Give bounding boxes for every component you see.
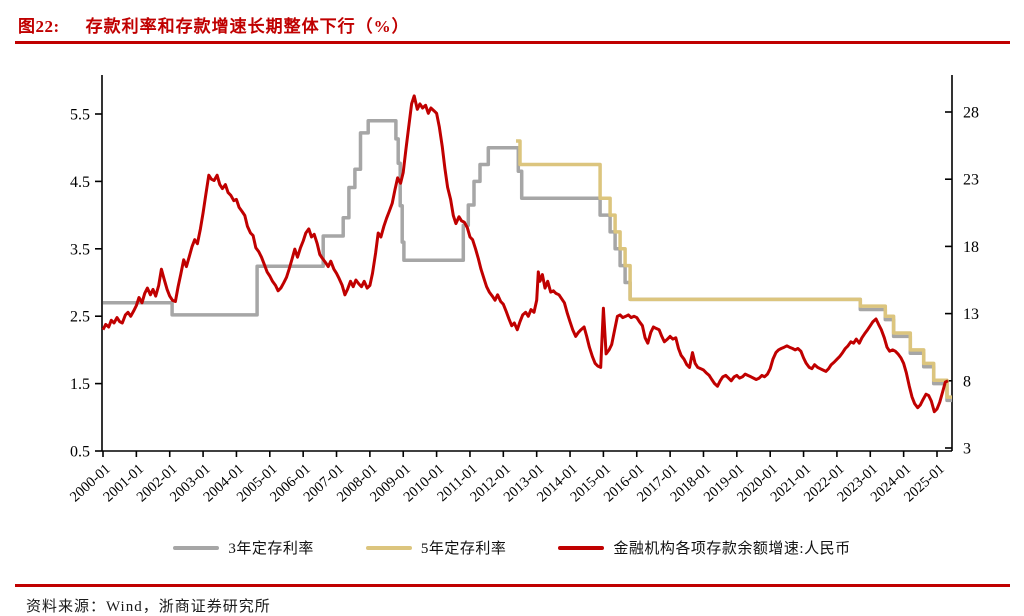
red-line-swatch-icon	[558, 545, 605, 550]
legend-item-deposit-growth: 金融机构各项存款余额增速:人民币	[558, 537, 850, 558]
legend-item-3y-rate: 3年定存利率	[173, 537, 314, 558]
legend-label: 5年定存利率	[420, 541, 507, 557]
right-axis-tick-label: 18	[963, 239, 979, 256]
left-axis-tick-label: 2.5	[70, 309, 90, 326]
footer-divider-rule	[15, 584, 1010, 587]
source-note: 资料来源：Wind，浙商证券研究所	[26, 599, 271, 615]
figure-number-label: 图22:	[18, 17, 60, 36]
left-axis-tick-label: 1.5	[70, 376, 90, 393]
figure-title: 存款利率和存款增速长期整体下行（%）	[85, 17, 410, 36]
left-axis-tick-label: 5.5	[70, 107, 90, 124]
yellow-line-swatch-icon	[365, 545, 412, 550]
chart-legend: 3年定存利率 5年定存利率 金融机构各项存款余额增速:人民币	[0, 537, 1024, 558]
left-axis-tick-label: 0.5	[70, 444, 90, 461]
right-axis-tick-label: 8	[963, 373, 971, 390]
right-axis-tick-label: 28	[963, 105, 979, 122]
legend-label: 3年定存利率	[228, 541, 314, 557]
legend-item-5y-rate: 5年定存利率	[365, 537, 507, 558]
series-line-2	[101, 94, 949, 414]
gray-line-swatch-icon	[173, 545, 220, 550]
left-axis-tick-label: 4.5	[70, 174, 90, 191]
series-line-0	[103, 118, 952, 403]
figure-header: 图22: 存款利率和存款增速长期整体下行（%）	[18, 12, 410, 37]
series-line-1	[516, 139, 952, 399]
right-axis-tick-label: 3	[963, 441, 971, 458]
right-axis-tick-label: 23	[963, 172, 979, 189]
left-axis-tick-label: 3.5	[70, 241, 90, 258]
title-divider-rule	[15, 41, 1010, 44]
right-axis-tick-label: 13	[963, 306, 979, 323]
legend-label: 金融机构各项存款余额增速:人民币	[613, 541, 851, 557]
